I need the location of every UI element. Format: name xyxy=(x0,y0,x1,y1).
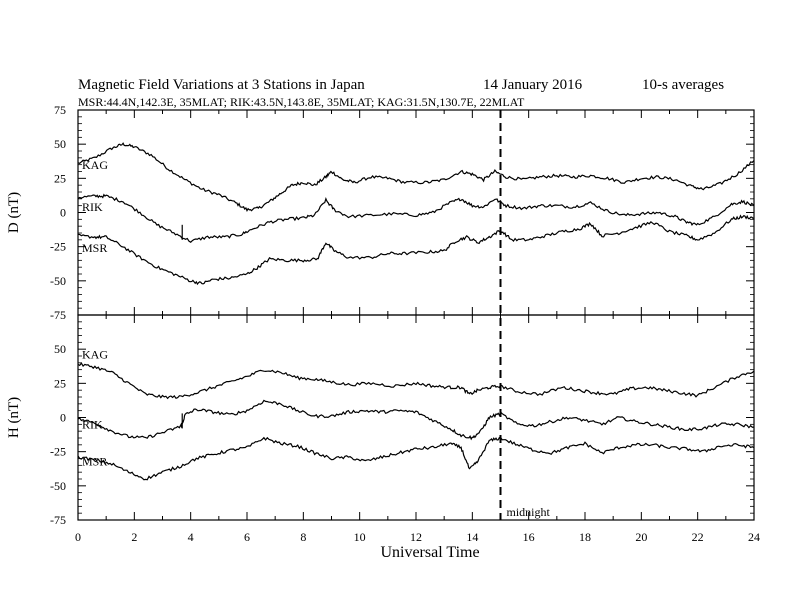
series-label-msr: MSR xyxy=(82,454,107,468)
series-label-rik: RIK xyxy=(82,200,103,214)
series-label-kag: KAG xyxy=(82,348,108,362)
x-tick-label: 22 xyxy=(692,530,704,544)
series-line-msr xyxy=(77,436,755,481)
x-tick-label: 12 xyxy=(410,530,422,544)
y-tick-label: -50 xyxy=(50,274,66,288)
x-tick-label: 14 xyxy=(466,530,478,544)
x-tick-label: 8 xyxy=(300,530,306,544)
y-axis-label: D (nT) xyxy=(6,192,22,233)
x-tick-label: 18 xyxy=(579,530,591,544)
y-tick-label: -50 xyxy=(50,479,66,493)
x-tick-label: 10 xyxy=(354,530,366,544)
x-tick-label: 20 xyxy=(635,530,647,544)
y-tick-label: 75 xyxy=(54,103,66,117)
y-tick-label: 25 xyxy=(54,376,66,390)
midnight-label: midnight xyxy=(507,505,551,519)
series-label-kag: KAG xyxy=(82,158,108,172)
series-line-kag xyxy=(77,142,755,212)
y-tick-label: 50 xyxy=(54,342,66,356)
series-line-msr xyxy=(77,214,755,286)
x-axis-label: Universal Time xyxy=(380,544,479,561)
y-tick-label: -25 xyxy=(50,445,66,459)
chart-date: 14 January 2016 xyxy=(483,77,583,93)
y-tick-label: 25 xyxy=(54,171,66,185)
x-tick-label: 2 xyxy=(131,530,137,544)
series-label-msr: MSR xyxy=(82,241,107,255)
panel-frame xyxy=(77,314,755,521)
series-line-rik xyxy=(77,193,755,243)
series-label-rik: RIK xyxy=(82,417,103,431)
x-tick-label: 0 xyxy=(75,530,81,544)
plot-area: 75 50 25 0 -25 -50 -75 D (nT) KAG RIK MSR 50 25 0 -25 -… xyxy=(6,103,760,544)
x-tick-label: 16 xyxy=(523,530,535,544)
y-tick-label: -75 xyxy=(50,308,66,322)
x-tick-label: 24 xyxy=(748,530,760,544)
y-tick-label: 0 xyxy=(60,206,66,220)
x-tick-label: 4 xyxy=(188,530,194,544)
series-line-rik xyxy=(77,399,755,441)
chart-subtitle: MSR:44.4N,142.3E, 35MLAT; RIK:43.5N,143.… xyxy=(78,95,525,109)
y-axis-label: H (nT) xyxy=(6,397,22,438)
x-tick-label: 6 xyxy=(244,530,250,544)
y-tick-label: 0 xyxy=(60,411,66,425)
y-tick-label: -75 xyxy=(50,513,66,527)
y-tick-label: -25 xyxy=(50,240,66,254)
series-line-kag xyxy=(77,362,755,400)
chart-averaging: 10-s averages xyxy=(642,77,724,93)
chart-title: Magnetic Field Variations at 3 Stations … xyxy=(78,77,365,93)
y-tick-label: 50 xyxy=(54,137,66,151)
